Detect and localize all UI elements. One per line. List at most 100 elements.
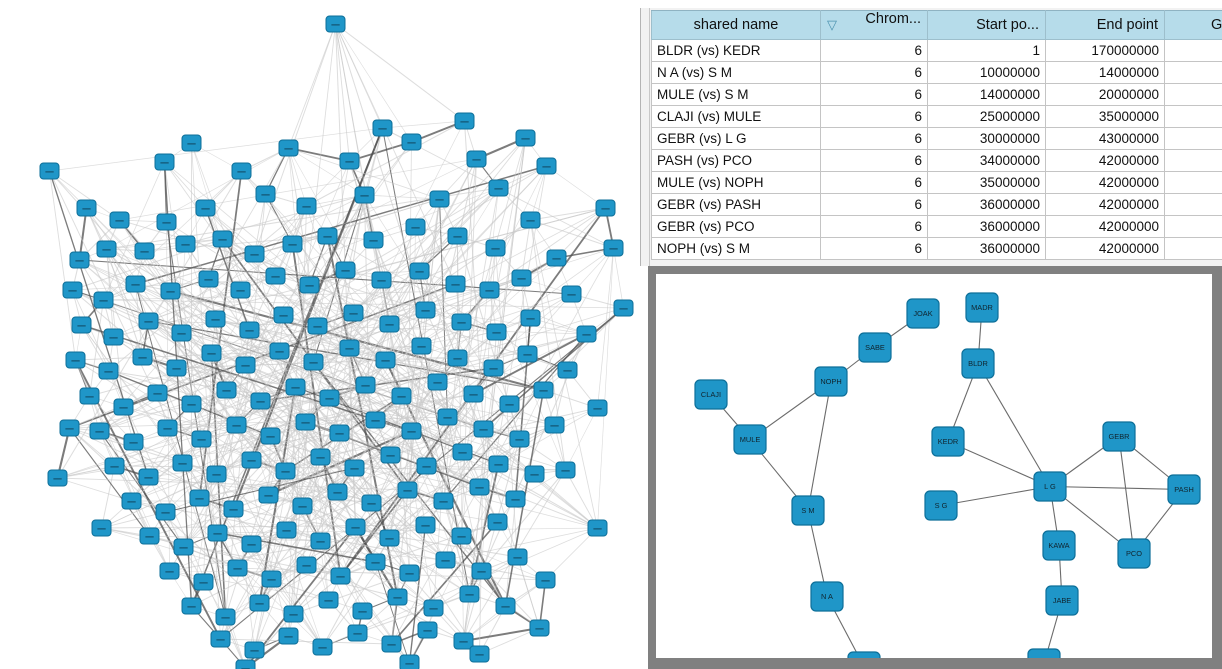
main-network-node[interactable]: ▬▬	[260, 427, 281, 445]
main-network-node[interactable]: ▬▬	[310, 448, 331, 466]
main-network-node[interactable]: ▬▬	[223, 500, 244, 518]
sub-network-node[interactable]: BLDR	[961, 348, 995, 379]
main-network-node-shape[interactable]	[499, 395, 520, 413]
main-network-node-shape[interactable]	[415, 516, 436, 534]
main-network-node-shape[interactable]	[109, 211, 130, 229]
main-network-node[interactable]: ▬▬	[453, 632, 474, 650]
main-network-node-shape[interactable]	[98, 362, 119, 380]
main-network-node[interactable]: ▬▬	[447, 349, 468, 367]
main-network-node-shape[interactable]	[244, 641, 265, 659]
main-network-node[interactable]: ▬▬	[401, 422, 422, 440]
main-network-node-shape[interactable]	[318, 591, 339, 609]
main-network-node[interactable]: ▬▬	[524, 465, 545, 483]
main-network-node[interactable]: ▬▬	[576, 325, 597, 343]
sub-network-node-shape[interactable]	[1045, 585, 1079, 616]
main-network-node-shape[interactable]	[354, 186, 375, 204]
sub-network-node-shape[interactable]	[814, 366, 848, 397]
main-network-node-shape[interactable]	[273, 306, 294, 324]
main-network-node-shape[interactable]	[216, 381, 237, 399]
main-network-node-shape[interactable]	[181, 395, 202, 413]
main-network-node[interactable]: ▬▬	[103, 328, 124, 346]
main-network-node-shape[interactable]	[411, 337, 432, 355]
main-network-node[interactable]: ▬▬	[520, 211, 541, 229]
main-network-node[interactable]: ▬▬	[423, 599, 444, 617]
main-network-node[interactable]: ▬▬	[269, 342, 290, 360]
sub-network-node-shape[interactable]	[1117, 538, 1151, 569]
main-network-node-shape[interactable]	[555, 461, 576, 479]
main-network-node-shape[interactable]	[157, 419, 178, 437]
main-network-node-shape[interactable]	[524, 465, 545, 483]
cell-shared_name[interactable]: BLDR (vs) KEDR	[651, 39, 821, 62]
table-row[interactable]: CLAJI (vs) MULE625000000350000005.9	[651, 105, 1222, 128]
cell-genetic[interactable]: 192.0	[1164, 39, 1222, 62]
main-network-node-shape[interactable]	[171, 324, 192, 342]
main-network-node[interactable]: ▬▬	[96, 240, 117, 258]
cell-start_point[interactable]: 36000000	[927, 237, 1046, 260]
cell-chromosome[interactable]: 6	[820, 105, 928, 128]
main-network-node-shape[interactable]	[329, 424, 350, 442]
main-network-node-shape[interactable]	[210, 630, 231, 648]
cell-shared_name[interactable]: MULE (vs) S M	[651, 83, 821, 106]
main-network-node[interactable]: ▬▬	[154, 153, 175, 171]
main-network-node-shape[interactable]	[292, 497, 313, 515]
main-network-node[interactable]: ▬▬	[189, 489, 210, 507]
main-network-node[interactable]: ▬▬	[533, 381, 554, 399]
cell-genetic[interactable]: 7.5	[1164, 83, 1222, 106]
cell-chromosome[interactable]: 6	[820, 39, 928, 62]
main-network-nodes[interactable]: ▬▬ ▬▬ ▬▬ ▬▬ ▬▬ ▬▬ ▬▬ ▬▬ ▬▬ ▬▬ ▬▬ ▬▬ ▬▬ ▬▬ ▬▬ ▬▬ ▬▬ ▬▬ ▬▬ ▬▬…	[39, 15, 634, 669]
cell-genetic[interactable]: 8.4	[1164, 215, 1222, 238]
main-network-node[interactable]: ▬▬	[411, 337, 432, 355]
main-network-node[interactable]: ▬▬	[379, 315, 400, 333]
main-network-node-shape[interactable]	[205, 310, 226, 328]
shared-segments-table[interactable]: shared name ▽ Chrom... Start po... End po…	[651, 10, 1222, 260]
sub-network-node[interactable]: L G	[1033, 471, 1067, 502]
cell-chromosome[interactable]: 6	[820, 215, 928, 238]
main-network-node-shape[interactable]	[335, 261, 356, 279]
main-network-node-shape[interactable]	[69, 251, 90, 269]
cell-start_point[interactable]: 30000000	[927, 127, 1046, 150]
main-network-node[interactable]: ▬▬	[595, 199, 616, 217]
main-network-node[interactable]: ▬▬	[79, 387, 100, 405]
main-network-node-shape[interactable]	[103, 328, 124, 346]
main-network-node[interactable]: ▬▬	[466, 150, 487, 168]
cell-genetic[interactable]: 16.9	[1164, 127, 1222, 150]
main-network-node-shape[interactable]	[249, 594, 270, 612]
main-network-node-shape[interactable]	[405, 218, 426, 236]
main-network-node-shape[interactable]	[276, 521, 297, 539]
main-network-node[interactable]: ▬▬	[113, 398, 134, 416]
main-network-node-shape[interactable]	[371, 271, 392, 289]
main-network-node[interactable]: ▬▬	[276, 521, 297, 539]
cell-shared_name[interactable]: GEBR (vs) PASH	[651, 193, 821, 216]
main-network-node[interactable]: ▬▬	[312, 638, 333, 656]
sub-network-node[interactable]: PASH	[1167, 474, 1201, 505]
column-header-chromosome[interactable]: ▽ Chrom...	[820, 10, 928, 40]
main-network-node-shape[interactable]	[172, 454, 193, 472]
sub-network-node[interactable]: KEDR	[931, 426, 965, 457]
main-network-node-shape[interactable]	[166, 359, 187, 377]
main-network-node-shape[interactable]	[201, 344, 222, 362]
main-network-node[interactable]: ▬▬	[244, 641, 265, 659]
main-network-node[interactable]: ▬▬	[283, 605, 304, 623]
main-network-node-shape[interactable]	[520, 309, 541, 327]
main-network-node-shape[interactable]	[372, 119, 393, 137]
cell-end_point[interactable]: 42000000	[1045, 237, 1165, 260]
main-network-node[interactable]: ▬▬	[365, 553, 386, 571]
main-network-node-shape[interactable]	[401, 133, 422, 151]
main-network-node-shape[interactable]	[123, 433, 144, 451]
main-network-node[interactable]: ▬▬	[535, 571, 556, 589]
sub-network-node-shape[interactable]	[791, 495, 825, 526]
main-network-node[interactable]: ▬▬	[249, 594, 270, 612]
main-network-node-shape[interactable]	[159, 562, 180, 580]
main-network-node[interactable]: ▬▬	[613, 299, 634, 317]
main-network-node-shape[interactable]	[587, 399, 608, 417]
main-network-node-shape[interactable]	[511, 269, 532, 287]
main-network-node[interactable]: ▬▬	[273, 306, 294, 324]
main-network-node[interactable]: ▬▬	[447, 227, 468, 245]
main-network-node-shape[interactable]	[483, 359, 504, 377]
sub-network-node-shape[interactable]	[961, 348, 995, 379]
main-network-node-shape[interactable]	[379, 529, 400, 547]
table-body[interactable]: BLDR (vs) KEDR61170000000192.0N A (vs) S…	[651, 39, 1222, 260]
main-network-node-shape[interactable]	[71, 316, 92, 334]
main-network-node[interactable]: ▬▬	[258, 486, 279, 504]
main-network-node[interactable]: ▬▬	[587, 519, 608, 537]
